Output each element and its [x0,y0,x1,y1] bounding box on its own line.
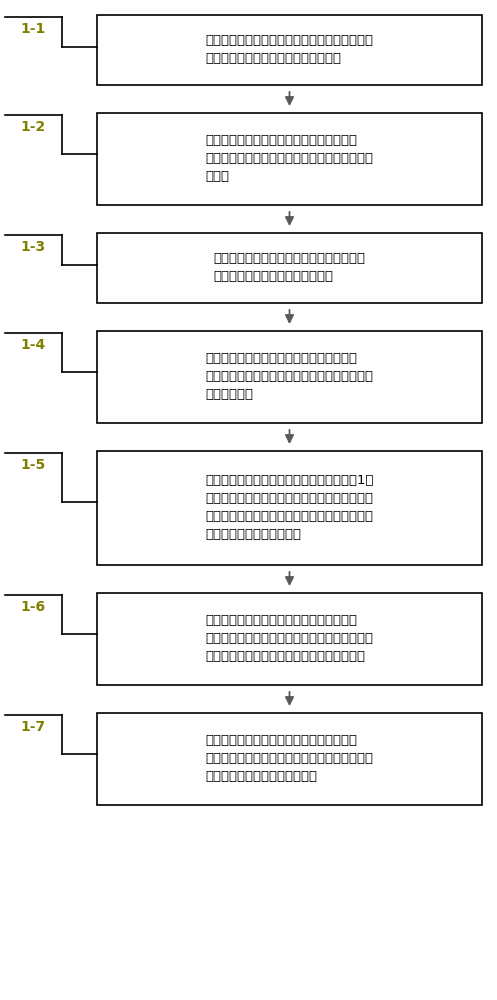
Text: 使一维移动装置带动标定块移动，在运动方
向上分别取两幅图像，求得一维运动装置的运动
方向和距离。: 使一维移动装置带动标定块移动，在运动方 向上分别取两幅图像，求得一维运动装置的运… [205,353,374,401]
Text: 1-2: 1-2 [20,120,45,134]
Text: 一维移动装置带动待扫描物体垂直于激光器
所组成的平面运动，使用相机同时对待扫描物体
采集图像，得到扫描物体不同面的坐标数据。: 一维移动装置带动待扫描物体垂直于激光器 所组成的平面运动，使用相机同时对待扫描物… [205,614,374,664]
Bar [97,15,482,85]
Text: 打开激光发射器，用相机采集激光发射器（1）
光平面内几条不重合的光线所成的像，求线激光
平面方程，确定线激光光平面相对于相机坐标系
和世界坐标系的位置关系。: 打开激光发射器，用相机采集激光发射器（1） 光平面内几条不重合的光线所成的像，求… [205,475,374,542]
Text: 移动标定块，使相机多次采集其对应的标定
板的坐姿和姿势数据，减小误差。: 移动标定块，使相机多次采集其对应的标定 板的坐姿和姿势数据，减小误差。 [214,252,365,284]
Bar [97,331,482,423]
Text: 保持标定块位置不变，使四个相机同时采集
一张对应的标定板的图像，计算相机坐标和姿态
数据。: 保持标定块位置不变，使四个相机同时采集 一张对应的标定板的图像，计算相机坐标和姿… [205,134,374,184]
Text: 1-3: 1-3 [20,240,45,254]
Text: 1-6: 1-6 [20,600,45,614]
Bar [97,233,482,303]
Text: 1-5: 1-5 [20,458,45,472]
Text: 搭建实验装置，使四个单个线激光扫描三维成像
组合分别对准标定块上的四张标定板。: 搭建实验装置，使四个单个线激光扫描三维成像 组合分别对准标定块上的四张标定板。 [205,34,374,66]
Text: 1-1: 1-1 [20,22,45,36]
Bar [97,113,482,205]
Text: 1-7: 1-7 [20,720,45,734]
Bar [97,713,482,805]
Text: 通过标定板对应的标准坐标系之间的相互转
化使多个相机所成的不同面的像拼接在一起，完
成全视角线激光扫描三维成像。: 通过标定板对应的标准坐标系之间的相互转 化使多个相机所成的不同面的像拼接在一起，… [205,734,374,784]
Text: 1-4: 1-4 [20,338,45,352]
Bar [97,593,482,685]
Bar [97,451,482,565]
